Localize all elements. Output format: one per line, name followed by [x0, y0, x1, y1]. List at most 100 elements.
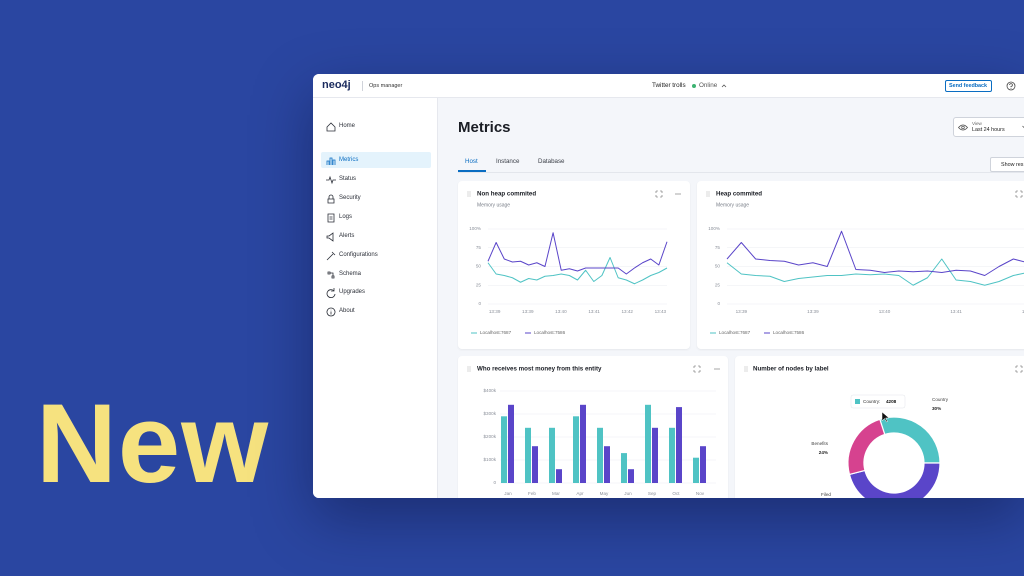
drag-handle — [744, 366, 746, 368]
nav-item[interactable]: Security — [321, 190, 431, 206]
tooltip-box — [850, 394, 906, 409]
cursor — [881, 411, 890, 423]
tab[interactable]: Instance — [496, 158, 520, 165]
banner-text: New — [36, 381, 270, 506]
drag-handle — [744, 368, 746, 370]
nav-item[interactable]: Upgrades — [321, 284, 431, 300]
bar — [628, 469, 634, 483]
nav-icon — [327, 271, 335, 278]
drag-handle — [469, 193, 471, 195]
chart-title: Heap commited — [716, 191, 762, 198]
x-tick-label: 13:42 — [1022, 309, 1024, 314]
y-tick-label: 25 — [715, 282, 721, 287]
view-value: Last 24 hours — [972, 127, 1005, 133]
help-icon[interactable] — [1006, 81, 1016, 91]
nav-item[interactable]: Home — [321, 118, 431, 134]
logo[interactable]: neo4j — [322, 79, 351, 91]
slice-label: Filed — [821, 492, 831, 497]
nav-icon — [326, 121, 336, 131]
icon-shape — [326, 157, 336, 165]
nav-label[interactable]: Alerts — [339, 233, 355, 239]
series-line — [487, 232, 668, 275]
sidebar: Home Metrics Status Security Logs Alerts Confi… — [313, 98, 438, 498]
donut-slice — [847, 418, 886, 476]
nav-item[interactable]: Status — [321, 171, 431, 187]
nav-item[interactable]: Logs — [321, 209, 431, 225]
y-tick-label: 100% — [469, 226, 481, 231]
drag-handle — [469, 368, 471, 370]
page-title: Metrics — [458, 119, 511, 136]
nav-label[interactable]: Status — [339, 176, 357, 182]
nav-label[interactable]: Home — [339, 123, 356, 129]
nav-label[interactable]: Upgrades — [339, 289, 366, 295]
eye-icon — [958, 124, 968, 131]
nav-item[interactable]: Metrics — [321, 152, 431, 168]
chart-card: Heap commited Memory usage 0 25 50 75 100% 13… — [697, 181, 1024, 349]
nav-icon — [326, 231, 334, 242]
bar — [652, 427, 658, 483]
nav-label[interactable]: Configurations — [339, 252, 378, 258]
slice-value-label: 30% — [932, 406, 941, 411]
donut-slice — [848, 462, 941, 498]
feedback-button[interactable] — [945, 80, 992, 92]
chart: Who receives most money from this entity… — [467, 366, 720, 496]
view-label: View — [972, 121, 982, 126]
tooltip: Country: 4208 — [850, 394, 906, 409]
y-tick-label: 25 — [476, 282, 482, 287]
nav-label[interactable]: Schema — [339, 271, 362, 277]
nav-item[interactable]: About — [321, 303, 431, 319]
nav-label[interactable]: Security — [339, 195, 361, 201]
bar — [700, 446, 706, 483]
y-tick-label: 75 — [715, 245, 721, 250]
drag-handle — [708, 191, 710, 193]
chart-card: Number of nodes by label Country 30% Filed… — [735, 356, 1024, 498]
x-tick-label: Apr — [576, 491, 584, 496]
nav-item[interactable]: Schema — [321, 266, 431, 282]
database-name[interactable]: Twitter trolls — [652, 81, 686, 89]
view-selector[interactable]: View Last 24 hours — [953, 117, 1024, 137]
icon-shape — [326, 121, 336, 131]
chart: Heap commited Memory usage 0 25 50 75 100% 13… — [706, 191, 1024, 335]
action-button[interactable]: Show res — [990, 157, 1024, 172]
nav-icon — [326, 307, 336, 316]
bar — [573, 416, 579, 483]
action-label[interactable]: Show res — [1001, 161, 1024, 168]
bar — [556, 469, 562, 483]
tooltip-label: Country: — [863, 399, 880, 404]
nav-icon — [326, 251, 336, 260]
tooltip-swatch — [855, 399, 860, 404]
bar — [525, 427, 531, 483]
nav-item[interactable]: Configurations — [321, 247, 431, 263]
x-tick-label: 13:39 — [807, 309, 819, 314]
drag-handle — [744, 370, 746, 372]
x-tick-label: 13:40 — [879, 309, 891, 314]
expand-icon — [655, 190, 663, 198]
nav-label[interactable]: Metrics — [339, 157, 359, 163]
tab[interactable]: Host — [465, 158, 478, 165]
icon-shape — [327, 194, 335, 203]
nav-label[interactable]: Logs — [339, 214, 353, 220]
chart-subtitle: Memory usage — [716, 202, 749, 208]
icon-shape — [327, 271, 335, 278]
drag-handle — [467, 193, 469, 195]
feedback-label[interactable]: Send feedback — [949, 82, 988, 89]
donut-slice — [879, 416, 941, 464]
x-tick-label: 13:39 — [522, 309, 534, 314]
x-tick-label: 13:41 — [950, 309, 962, 314]
bar — [597, 427, 603, 483]
more-icon — [718, 368, 720, 370]
icon-shape — [326, 175, 336, 184]
x-tick-label: 13:40 — [555, 309, 567, 314]
slice-label: Country — [932, 397, 949, 402]
y-tick-label: $100k — [483, 457, 496, 462]
bar — [693, 457, 699, 483]
tab[interactable]: Database — [538, 158, 565, 165]
bar — [676, 407, 682, 483]
nav-item[interactable]: Alerts — [321, 228, 431, 244]
drag-handle — [467, 370, 469, 372]
icon-shape — [326, 231, 334, 242]
chevron[interactable] — [721, 83, 727, 89]
nav-label[interactable]: About — [339, 308, 355, 314]
drag-handle — [467, 195, 469, 197]
drag-handle — [469, 195, 471, 197]
